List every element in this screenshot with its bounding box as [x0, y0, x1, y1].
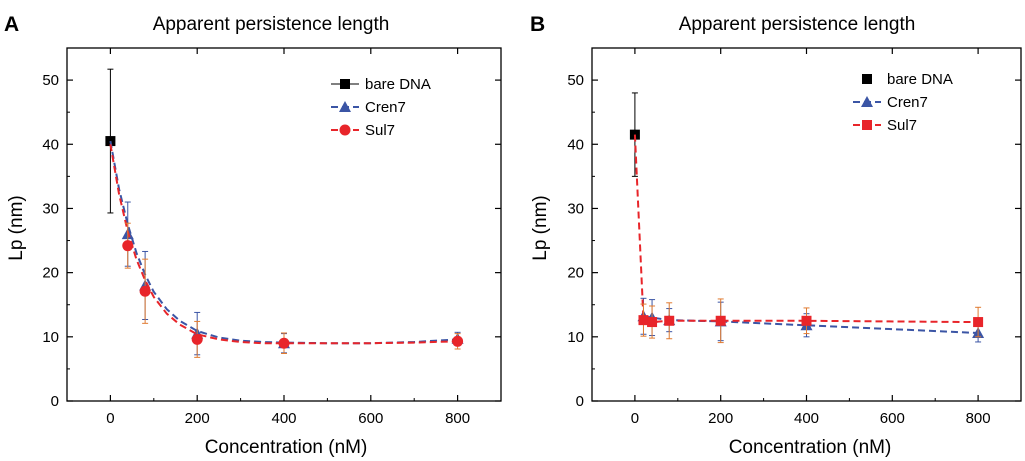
panel-a-y-tick-label: 40 — [42, 136, 59, 153]
panel-a-sul7-point — [139, 285, 151, 297]
panel-b-sul7-point — [715, 315, 726, 326]
panel-b-sul7-point — [647, 317, 658, 328]
panel-b-y-axis-label: Lp (nm) — [530, 195, 551, 260]
panel-a-bare-dna-point — [105, 136, 116, 147]
panel-b-y-tick-label: 30 — [567, 200, 584, 217]
panel-b-letter: B — [530, 13, 545, 36]
panel-a-letter: A — [4, 13, 19, 36]
panel-a-x-axis-label: Concentration (nM) — [205, 437, 368, 458]
panel-a: A Apparent persistence length Concentrat… — [4, 13, 502, 458]
panel-b-x-axis-label: Concentration (nM) — [729, 437, 892, 458]
panel-a-y-tick-label: 0 — [51, 393, 59, 410]
panel-a-y-tick-label: 30 — [42, 200, 59, 217]
panel-a-y-axis-label: Lp (nm) — [6, 195, 27, 260]
panel-a-x-tick-label: 600 — [358, 410, 383, 427]
panel-b-y-tick-label: 20 — [567, 265, 584, 282]
panel-b-frame — [591, 47, 1022, 402]
panel-a-sul7-point — [452, 335, 464, 347]
panel-a-legend-sul7-marker — [339, 124, 351, 136]
panel-b-legend-bare-dna-marker — [862, 74, 872, 84]
panel-b-legend-sul7-marker — [862, 120, 872, 130]
panel-a-plot-area: 0 200 400 600 800 0 10 20 30 40 50 bare DNA Cren7 Sul… — [42, 47, 502, 427]
panel-b-x-tick-label: 200 — [708, 410, 733, 427]
panel-a-cren7-line — [109, 140, 458, 345]
panel-a-legend-cren7-label: Cren7 — [365, 99, 406, 116]
panel-a-x-tick-label: 0 — [106, 410, 114, 427]
panel-b-legend-cren7-marker — [861, 96, 873, 107]
panel-b-x-tick-label: 600 — [880, 410, 905, 427]
panel-b-x-tick-label: 800 — [966, 410, 991, 427]
panel-b-x-tick-label: 400 — [794, 410, 819, 427]
panel-b-legend-cren7-label: Cren7 — [887, 94, 928, 111]
panel-a-x-tick-label: 800 — [445, 410, 470, 427]
panel-a-sul7-point — [122, 240, 134, 252]
panel-a-legend-bare-dna-marker — [340, 79, 350, 89]
panel-a-sul7-line — [109, 144, 458, 345]
panel-a-legend-bare-dna-label: bare DNA — [365, 76, 431, 93]
panel-a-legend-sul7-label: Sul7 — [365, 122, 395, 139]
panel-b-sul7-point — [664, 315, 675, 326]
panel-b-y-tick-label: 10 — [567, 329, 584, 346]
panel-b-x-tick-label: 0 — [631, 410, 639, 427]
panel-b-title: Apparent persistence length — [679, 14, 916, 35]
panel-a-y-tick-label: 10 — [42, 329, 59, 346]
panel-b-legend-bare-dna-label: bare DNA — [887, 71, 953, 88]
panel-b-sul7-point — [973, 317, 984, 328]
panel-b: B Apparent persistence length Concentrat… — [530, 13, 1022, 458]
panel-a-x-tick-label: 400 — [271, 410, 296, 427]
panel-a-x-tick-label: 200 — [185, 410, 210, 427]
panel-b-y-tick-label: 0 — [576, 393, 584, 410]
panel-b-plot-area: 0 200 400 600 800 0 10 20 30 40 50 bare DNA Cren7 Sul… — [567, 47, 1022, 427]
panel-b-y-tick-label: 40 — [567, 136, 584, 153]
panel-a-legend-cren7-marker — [339, 101, 351, 112]
panel-a-title: Apparent persistence length — [153, 14, 390, 35]
panel-a-y-tick-label: 50 — [42, 72, 59, 89]
panel-b-sul7-point — [801, 315, 812, 326]
panel-a-sul7-point — [191, 333, 203, 345]
panel-a-sul7-point — [278, 337, 290, 349]
panel-b-sul7-line — [633, 134, 979, 324]
panel-a-y-tick-label: 20 — [42, 265, 59, 282]
panel-b-y-tick-label: 50 — [567, 72, 584, 89]
panel-b-sul7-point — [638, 315, 649, 326]
panel-b-legend-sul7-label: Sul7 — [887, 117, 917, 134]
panel-b-cren7-line — [643, 315, 979, 334]
